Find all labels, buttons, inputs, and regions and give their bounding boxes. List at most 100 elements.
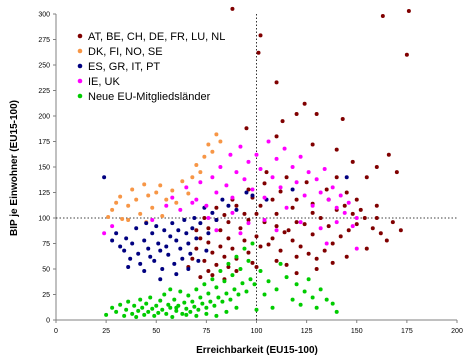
data-point xyxy=(258,244,263,249)
data-point xyxy=(270,197,275,202)
data-point xyxy=(228,297,233,302)
data-point xyxy=(334,175,339,180)
data-point xyxy=(184,306,189,311)
data-point xyxy=(246,221,251,226)
data-point xyxy=(284,205,289,210)
y-tick-label: 250 xyxy=(38,63,50,70)
data-point xyxy=(298,302,303,307)
data-point xyxy=(254,211,259,216)
data-point xyxy=(278,261,283,266)
data-point xyxy=(194,162,199,167)
data-point xyxy=(374,216,379,220)
data-point xyxy=(262,181,267,186)
data-point xyxy=(170,314,175,319)
data-point xyxy=(258,167,263,172)
data-point xyxy=(306,251,311,256)
data-point xyxy=(198,295,203,300)
y-tick-label: 125 xyxy=(38,190,50,197)
data-point xyxy=(130,311,135,316)
data-point xyxy=(354,197,359,202)
data-point xyxy=(176,228,181,233)
data-point xyxy=(114,231,119,236)
y-tick-label: 150 xyxy=(38,165,50,172)
x-tick-label: 200 xyxy=(451,328,463,335)
plot-area: 0 25 50 75 100 125 150 175 200 0 25 50 75 100 125 150 1… xyxy=(38,6,463,335)
legend-label: AT, BE, CH, DE, FR, LU, NL xyxy=(88,31,225,43)
legend-label: ES, GR, IT, PT xyxy=(88,61,160,73)
data-point xyxy=(182,300,187,305)
data-point xyxy=(280,119,285,124)
data-point xyxy=(158,248,163,253)
data-point xyxy=(196,258,201,263)
data-point xyxy=(358,207,363,212)
data-point xyxy=(226,220,231,225)
data-point xyxy=(248,277,253,282)
data-point xyxy=(214,313,219,318)
data-point xyxy=(164,203,169,208)
data-point xyxy=(166,252,171,257)
data-point xyxy=(198,221,203,226)
data-point xyxy=(198,275,203,280)
data-point xyxy=(156,241,161,246)
data-point xyxy=(148,295,153,300)
data-point xyxy=(304,180,309,185)
y-tick-label: 225 xyxy=(38,88,50,95)
data-point xyxy=(162,228,167,233)
data-point xyxy=(120,217,125,222)
legend-marker xyxy=(77,93,83,99)
data-point xyxy=(302,222,307,227)
data-point xyxy=(172,297,177,302)
data-point xyxy=(104,312,109,317)
data-point xyxy=(210,273,215,278)
data-point xyxy=(178,246,183,251)
data-point xyxy=(126,218,131,223)
data-point xyxy=(310,210,315,215)
x-tick-label: 150 xyxy=(351,328,363,335)
data-point xyxy=(230,195,235,200)
data-point xyxy=(220,197,225,202)
data-point xyxy=(270,236,275,241)
data-point xyxy=(174,238,179,243)
data-point xyxy=(136,251,141,256)
data-point xyxy=(278,185,283,190)
data-point xyxy=(286,228,291,233)
x-tick-label: 75 xyxy=(202,328,210,335)
data-point xyxy=(160,267,165,271)
data-points xyxy=(102,6,411,319)
data-point xyxy=(258,269,263,274)
data-point xyxy=(238,231,243,236)
data-point xyxy=(342,203,347,208)
data-point xyxy=(218,244,223,249)
data-point xyxy=(242,177,247,182)
data-point xyxy=(136,308,141,313)
data-point xyxy=(228,152,233,157)
data-point xyxy=(130,241,135,246)
series-0 xyxy=(186,6,411,282)
data-point xyxy=(290,205,295,210)
data-point xyxy=(338,193,343,198)
data-point xyxy=(362,216,367,220)
legend-marker xyxy=(77,48,83,54)
data-point xyxy=(144,301,149,306)
data-point xyxy=(298,220,303,225)
data-point xyxy=(238,267,243,271)
data-point xyxy=(138,297,143,302)
data-point xyxy=(210,210,215,215)
data-point xyxy=(186,191,191,196)
data-point xyxy=(230,210,235,215)
data-point xyxy=(128,256,133,261)
data-point xyxy=(164,244,169,249)
data-point xyxy=(230,6,235,11)
data-point xyxy=(274,156,279,161)
y-tick-label: 275 xyxy=(38,37,50,44)
data-point xyxy=(210,175,215,180)
data-point xyxy=(380,14,385,19)
data-point xyxy=(258,203,263,208)
data-point xyxy=(146,309,151,314)
y-axis-label: BIP je Einwohner (EU15-100) xyxy=(9,100,20,236)
y-tick-label: 200 xyxy=(38,114,50,121)
data-point xyxy=(374,203,379,208)
data-point xyxy=(230,246,235,251)
data-point xyxy=(138,261,143,266)
data-point xyxy=(266,279,271,284)
